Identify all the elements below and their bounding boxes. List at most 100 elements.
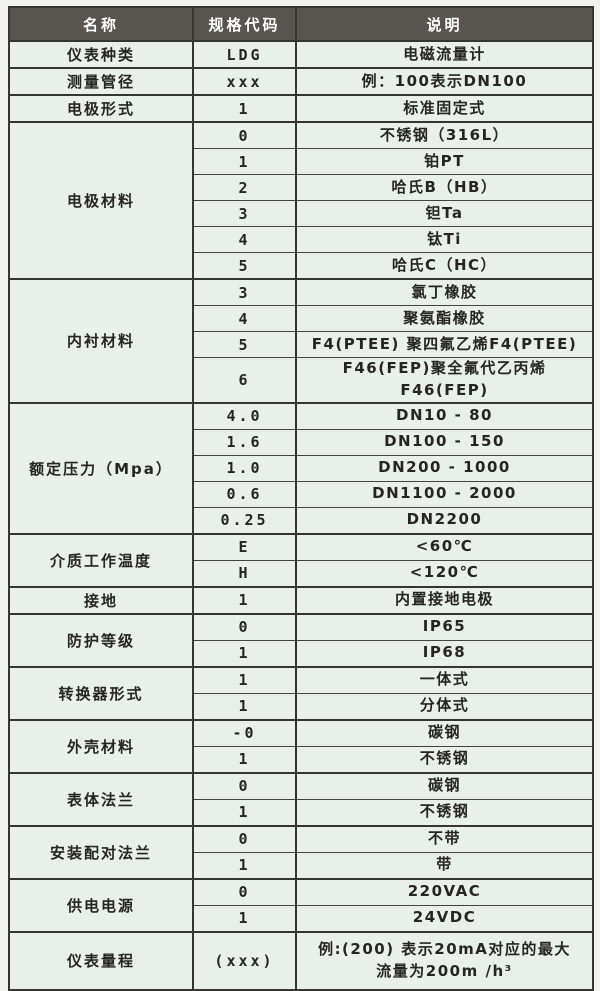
spec-code-cell: 3 [193,200,297,227]
spec-desc-cell: IP65 [296,612,593,640]
spec-name-cell: 测量管径 [9,67,194,95]
spec-desc-cell: DN1100 - 2000 [296,480,593,507]
spec-name-cell: 安装配对法兰 [9,824,194,879]
header-row: 名称 规格代码 说明 [8,6,594,42]
spec-row: H <120℃ [9,559,593,587]
spec-row: 1.0 DN200 - 1000 [9,454,593,481]
spec-code-cell: 0.6 [193,480,297,507]
spec-row: 1.6 DN100 - 150 [9,428,593,455]
spec-row: 额定压力（Mpa） 4.0 DN10 - 80 [9,401,593,534]
spec-code-cell: 1 [193,798,297,826]
spec-name-cell: 表体法兰 [9,771,194,826]
spec-row: 0.25 DN2200 [9,506,593,534]
spec-sheet: 名称 规格代码 说明 仪表种类 LDG 电磁流量计 测量管径 xxx 例：100表示DN1… [8,6,594,991]
spec-desc-cell: 碳钢 [296,771,593,799]
spec-code-cell: 4 [193,226,297,253]
column-header-code: 规格代码 [192,6,297,42]
spec-desc-cell: 例:(200) 表示20mA对应的最大 流量为200m /h³ [296,930,593,990]
spec-row: 电极形式 1 标准固定式 [9,94,593,122]
spec-code-cell: 0 [193,877,297,905]
spec-desc-cell: 不锈钢（316L） [296,121,593,149]
spec-row: 供电电源 0 220VAC [9,877,593,932]
spec-code-cell: 1 [193,851,297,879]
spec-desc-cell: DN200 - 1000 [296,454,593,481]
spec-code-cell: 0.25 [193,506,297,534]
spec-row: 表体法兰 0 碳钢 [9,771,593,826]
spec-code-cell: LDG [193,40,297,68]
spec-row: 1 分体式 [9,692,593,720]
spec-row: 0.6 DN1100 - 2000 [9,480,593,507]
spec-code-cell: 5 [193,331,297,358]
spec-code-cell: 1 [193,692,297,720]
spec-desc-cell: <60℃ [296,532,593,560]
spec-code-cell: 1 [193,665,297,693]
spec-desc-cell: 碳钢 [296,718,593,746]
spec-row: 仪表种类 LDG 电磁流量计 [9,40,593,68]
spec-code-cell: 2 [193,174,297,201]
spec-code-cell: 4 [193,305,297,332]
spec-desc-cell: 分体式 [296,692,593,720]
spec-name-cell: 额定压力（Mpa） [9,401,194,534]
spec-desc-cell: DN100 - 150 [296,428,593,455]
spec-name-cell: 转换器形式 [9,665,194,720]
spec-row: 仪表量程 (xxx) 例:(200) 表示20mA对应的最大 流量为200m /h³ [9,930,593,990]
spec-name-cell: 供电电源 [9,877,194,932]
spec-name-cell: 接地 [9,585,194,614]
spec-desc-cell: 标准固定式 [296,94,593,122]
spec-code-cell: 1.0 [193,454,297,481]
spec-code-cell: 0 [193,771,297,799]
spec-row: 3 钽Ta [9,200,593,227]
spec-desc-cell: 带 [296,851,593,879]
spec-name-cell: 电极材料 [9,121,194,279]
spec-desc-cell: F4(PTEE) 聚四氟乙烯F4(PTEE) [296,331,593,358]
spec-row: 4 聚氨酯橡胶 [9,305,593,332]
spec-code-cell: 3 [193,278,297,306]
spec-row: 1 24VDC [9,904,593,932]
spec-name-cell: 电极形式 [9,94,194,122]
spec-desc-cell: <120℃ [296,559,593,587]
spec-desc-cell: 不带 [296,824,593,852]
spec-code-cell: 1 [193,585,297,614]
spec-row: 内衬材料 3 氯丁橡胶 [9,278,593,403]
spec-row: 5 哈氏C（HC） [9,252,593,279]
spec-row: 1 IP68 [9,639,593,667]
spec-row: 2 哈氏B（HB） [9,174,593,201]
spec-code-cell: 4.0 [193,401,297,429]
spec-desc-cell: IP68 [296,639,593,667]
spec-code-cell: 1 [193,94,297,122]
spec-row: 外壳材料 -0 碳钢 [9,718,593,773]
column-header-name: 名称 [8,6,194,42]
spec-desc-cell: F46(FEP)聚全氟代乙丙烯F46(FEP) [296,357,593,403]
table-body: 仪表种类 LDG 电磁流量计 测量管径 xxx 例：100表示DN100 电极形式 1 标准固定… [9,40,593,990]
spec-row: 4 钛Ti [9,226,593,253]
spec-code-cell: 1 [193,148,297,175]
spec-row: 介质工作温度 E <60℃ [9,532,593,587]
spec-code-cell: 1.6 [193,428,297,455]
spec-code-cell: 5 [193,252,297,279]
spec-row: 6 F46(FEP)聚全氟代乙丙烯F46(FEP) [9,357,593,403]
spec-desc-cell: 220VAC [296,877,593,905]
spec-row: 1 不锈钢 [9,745,593,773]
spec-row: 测量管径 xxx 例：100表示DN100 [9,67,593,95]
spec-code-cell: 6 [193,357,297,403]
spec-row: 转换器形式 1 一体式 [9,665,593,720]
spec-desc-cell: 电磁流量计 [296,40,593,68]
spec-desc-cell: 钽Ta [296,200,593,227]
flowmeter-spec-table: 名称 规格代码 说明 仪表种类 LDG 电磁流量计 测量管径 xxx 例：100表示DN1… [8,6,594,991]
spec-code-cell: 1 [193,639,297,667]
spec-desc-cell: 例：100表示DN100 [296,67,593,95]
table-header: 名称 规格代码 说明 [8,6,594,42]
spec-desc-cell: 氯丁橡胶 [296,278,593,306]
spec-desc-cell: 不锈钢 [296,745,593,773]
spec-row: 5 F4(PTEE) 聚四氟乙烯F4(PTEE) [9,331,593,358]
spec-desc-cell: 一体式 [296,665,593,693]
spec-name-cell: 仪表量程 [9,930,194,990]
spec-code-cell: 1 [193,904,297,932]
spec-code-cell: xxx [193,67,297,95]
spec-row: 电极材料 0 不锈钢（316L） [9,121,593,279]
column-header-desc: 说明 [295,6,594,42]
spec-row: 安装配对法兰 0 不带 [9,824,593,879]
spec-desc-cell: 不锈钢 [296,798,593,826]
spec-code-cell: 0 [193,824,297,852]
